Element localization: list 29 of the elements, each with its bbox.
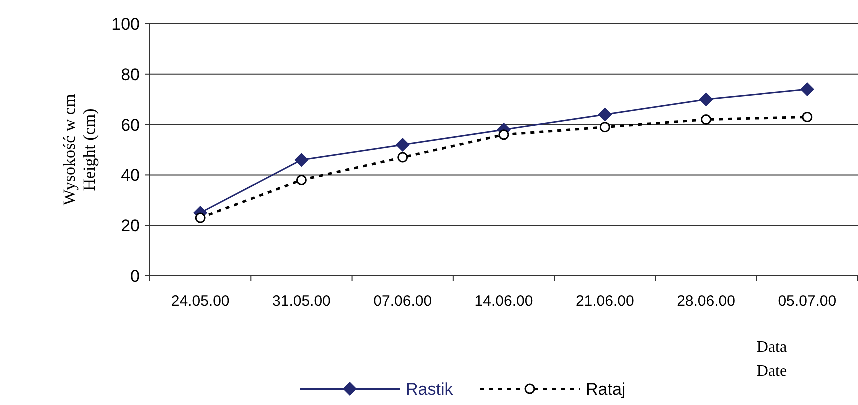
x-tick-label: 21.06.00 [576,293,634,310]
y-tick-label: 20 [121,216,140,236]
y-tick-label: 0 [130,266,140,286]
point [195,212,206,224]
point [699,92,714,107]
x-tick-label: 31.05.00 [272,293,331,310]
x-tick-label: 24.05.00 [171,293,230,310]
point [598,108,612,122]
point [398,152,408,163]
y-tick-label: 100 [112,14,140,34]
legend-entry: Rastik [300,380,454,399]
point [802,112,813,122]
point [800,82,814,97]
y-tick-label: 80 [121,65,140,84]
y-axis-title: Wysokość w cm Height (cm) [60,94,99,206]
point [498,130,510,140]
point [600,122,610,133]
x-tick-label: 14.06.00 [474,293,534,310]
legend-entry: Rataj [480,380,626,399]
y-tick-label: 40 [121,166,140,186]
point [396,138,410,152]
point [701,114,712,126]
y-tick-label: 60 [121,116,140,135]
point [296,174,307,186]
x-tick-label: 07.06.00 [374,293,432,310]
x-tick-label: 05.07.00 [778,293,837,310]
x-tick-label: 28.06.00 [677,293,736,310]
x-axis-title: Data Date [756,339,788,380]
point [294,153,309,168]
